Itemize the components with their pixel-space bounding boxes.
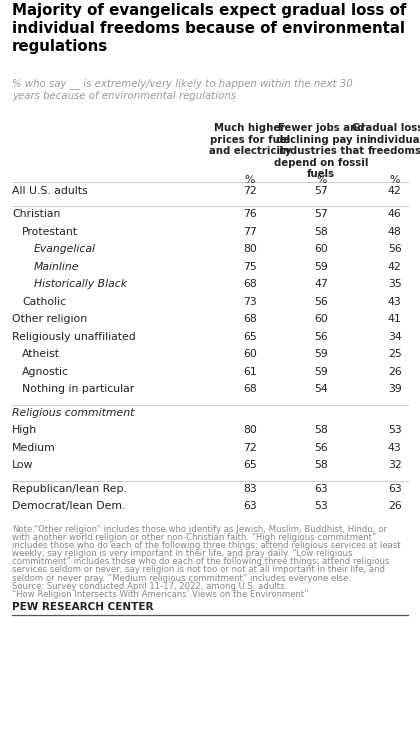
- Text: 75: 75: [243, 262, 257, 271]
- Text: 57: 57: [315, 209, 328, 219]
- Text: Other religion: Other religion: [12, 314, 87, 324]
- Text: 48: 48: [388, 227, 402, 236]
- Text: 46: 46: [388, 209, 402, 219]
- Text: Agnostic: Agnostic: [22, 367, 69, 376]
- Text: 58: 58: [315, 227, 328, 236]
- Text: Christian: Christian: [12, 209, 60, 219]
- Text: 65: 65: [243, 460, 257, 470]
- Text: 53: 53: [388, 425, 402, 435]
- Text: Atheist: Atheist: [22, 349, 60, 359]
- Text: 58: 58: [315, 425, 328, 435]
- Text: Religious commitment: Religious commitment: [12, 408, 134, 418]
- Text: %: %: [316, 175, 326, 185]
- Text: Source: Survey conducted April 11-17, 2022, among U.S. adults.: Source: Survey conducted April 11-17, 20…: [12, 582, 287, 591]
- Text: commitment” includes those who do each of the following three things: attend rel: commitment” includes those who do each o…: [12, 557, 389, 566]
- Text: Evangelical: Evangelical: [34, 244, 96, 254]
- Text: 42: 42: [388, 185, 402, 195]
- Text: 59: 59: [315, 367, 328, 376]
- Text: 68: 68: [243, 279, 257, 289]
- Text: weekly, say religion is very important in their life, and pray daily. “Low relig: weekly, say religion is very important i…: [12, 549, 352, 558]
- Text: PEW RESEARCH CENTER: PEW RESEARCH CENTER: [12, 602, 153, 612]
- Text: Historically Black: Historically Black: [34, 279, 127, 289]
- Text: Republican/lean Rep.: Republican/lean Rep.: [12, 483, 127, 494]
- Text: Catholic: Catholic: [22, 297, 66, 306]
- Text: 68: 68: [243, 314, 257, 324]
- Text: 63: 63: [243, 501, 257, 511]
- Text: 47: 47: [315, 279, 328, 289]
- Text: Democrat/lean Dem.: Democrat/lean Dem.: [12, 501, 126, 511]
- Text: 43: 43: [388, 297, 402, 306]
- Text: 59: 59: [315, 262, 328, 271]
- Text: seldom or never pray. “Medium religious commitment” includes everyone else.: seldom or never pray. “Medium religious …: [12, 574, 351, 582]
- Text: 63: 63: [388, 483, 402, 494]
- Text: services seldom or never, say religion is not too or not at all important in the: services seldom or never, say religion i…: [12, 566, 385, 574]
- Text: 72: 72: [243, 185, 257, 195]
- Text: 76: 76: [243, 209, 257, 219]
- Text: 25: 25: [388, 349, 402, 359]
- Text: “How Religion Intersects With Americans’ Views on the Environment”: “How Religion Intersects With Americans’…: [12, 590, 309, 599]
- Text: 77: 77: [243, 227, 257, 236]
- Text: 39: 39: [388, 384, 402, 394]
- Text: High: High: [12, 425, 37, 435]
- Text: 59: 59: [315, 349, 328, 359]
- Text: 57: 57: [315, 185, 328, 195]
- Text: 80: 80: [243, 244, 257, 254]
- Text: Note:: Note:: [12, 524, 35, 534]
- Text: 58: 58: [315, 460, 328, 470]
- Text: 83: 83: [243, 483, 257, 494]
- Text: Mainline: Mainline: [34, 262, 79, 271]
- Text: 41: 41: [388, 314, 402, 324]
- Text: 26: 26: [388, 501, 402, 511]
- Text: 43: 43: [388, 443, 402, 453]
- Text: Majority of evangelicals expect gradual loss of
individual freedoms because of e: Majority of evangelicals expect gradual …: [12, 3, 407, 54]
- Text: 61: 61: [243, 367, 257, 376]
- Text: Fewer jobs and
declining pay in
industries that
depend on fossil
fuels: Fewer jobs and declining pay in industri…: [274, 123, 369, 179]
- Text: 60: 60: [314, 244, 328, 254]
- Text: % who say __ is extremely/very likely to happen within the next 30
years because: % who say __ is extremely/very likely to…: [12, 78, 353, 101]
- Text: Much higher
prices for fuel
and electricity: Much higher prices for fuel and electric…: [209, 123, 291, 156]
- Text: 56: 56: [315, 332, 328, 341]
- Text: 56: 56: [388, 244, 402, 254]
- Text: 60: 60: [243, 349, 257, 359]
- Text: 32: 32: [388, 460, 402, 470]
- Text: Low: Low: [12, 460, 34, 470]
- Text: Gradual loss of
individual
freedoms: Gradual loss of individual freedoms: [352, 123, 420, 156]
- Text: “Other religion” includes those who identify as Jewish, Muslim, Buddhist, Hindu,: “Other religion” includes those who iden…: [34, 524, 387, 534]
- Text: 60: 60: [314, 314, 328, 324]
- Text: 34: 34: [388, 332, 402, 341]
- Text: 42: 42: [388, 262, 402, 271]
- Text: includes those who do each of the following three things: attend religious servi: includes those who do each of the follow…: [12, 541, 401, 550]
- Text: 65: 65: [243, 332, 257, 341]
- Text: 26: 26: [388, 367, 402, 376]
- Text: Nothing in particular: Nothing in particular: [22, 384, 134, 394]
- Text: Protestant: Protestant: [22, 227, 78, 236]
- Text: Medium: Medium: [12, 443, 56, 453]
- Text: 35: 35: [388, 279, 402, 289]
- Text: 56: 56: [315, 297, 328, 306]
- Text: 53: 53: [315, 501, 328, 511]
- Text: Religiously unaffiliated: Religiously unaffiliated: [12, 332, 136, 341]
- Text: 72: 72: [243, 443, 257, 453]
- Text: 63: 63: [315, 483, 328, 494]
- Text: All U.S. adults: All U.S. adults: [12, 185, 88, 195]
- Text: 80: 80: [243, 425, 257, 435]
- Text: 73: 73: [243, 297, 257, 306]
- Text: 54: 54: [315, 384, 328, 394]
- Text: with another world religion or other non-Christian faith. “High religious commit: with another world religion or other non…: [12, 533, 376, 542]
- Text: %: %: [390, 175, 400, 185]
- Text: 68: 68: [243, 384, 257, 394]
- Text: 56: 56: [315, 443, 328, 453]
- Text: %: %: [245, 175, 255, 185]
